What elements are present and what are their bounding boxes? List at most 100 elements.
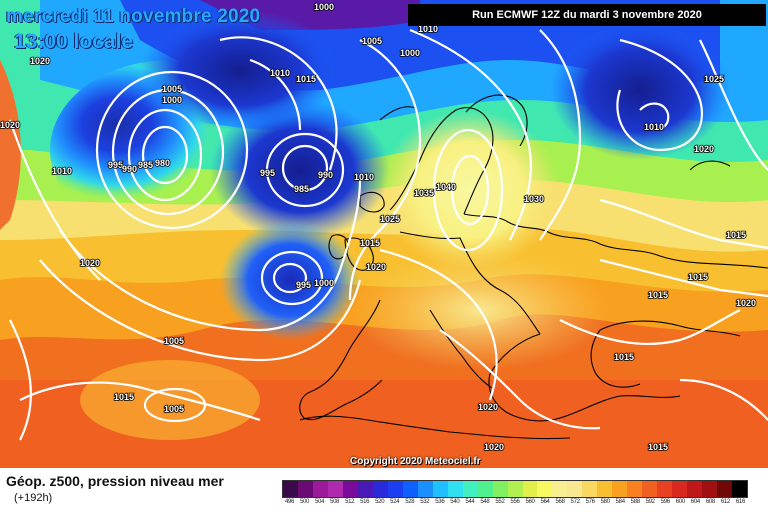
colorbar-swatch xyxy=(342,481,358,497)
colorbar-tick-label: 580 xyxy=(600,499,610,505)
colorbar-tick-label: 572 xyxy=(570,499,580,505)
isobar-label: 995 xyxy=(296,280,311,290)
isobar-label: 1000 xyxy=(400,48,420,58)
colorbar-swatch xyxy=(387,481,403,497)
high-scandinavia xyxy=(380,110,560,270)
isobar-label: 995 xyxy=(260,168,275,178)
colorbar-tick-label: 600 xyxy=(675,499,685,505)
colorbar-tick-label: 520 xyxy=(375,499,385,505)
colorbar-tick-label: 616 xyxy=(735,499,746,505)
field-west-warm xyxy=(0,60,21,230)
low-northeast xyxy=(550,20,730,160)
colorbar-tick-label: 528 xyxy=(405,499,415,505)
colorbar-tick-label: 532 xyxy=(420,499,430,505)
colorbar-swatch xyxy=(372,481,388,497)
colorbar-tick-label: 564 xyxy=(540,499,550,505)
isobar-label: 1040 xyxy=(436,182,456,192)
isobar-label: 1010 xyxy=(418,24,438,34)
colorbar-swatch xyxy=(567,481,583,497)
colorbar-tick-label: 576 xyxy=(585,499,595,505)
low-iceland xyxy=(210,100,390,240)
isobar-label: 990 xyxy=(122,164,137,174)
colorbar-swatch xyxy=(477,481,493,497)
colorbar-swatch xyxy=(732,481,748,497)
isobar-label: 1005 xyxy=(164,336,184,346)
colorbar-tick-label: 560 xyxy=(525,499,535,505)
isobar-label: 1005 xyxy=(164,404,184,414)
colorbar-swatch xyxy=(447,481,463,497)
colorbar-tick-label: 548 xyxy=(480,499,490,505)
forecast-time: 13:00 locale xyxy=(14,30,134,53)
isobar-label: 1000 xyxy=(162,95,182,105)
isobar-label: 995 xyxy=(108,160,123,170)
isobar-label: 980 xyxy=(155,158,170,168)
weather-map: 1000 1005 1005 1000 995 990 985 980 995 … xyxy=(0,0,768,468)
colorbar-swatch xyxy=(627,481,643,497)
isobar-label: 1015 xyxy=(648,290,668,300)
colorbar-tick-label: 512 xyxy=(345,499,355,505)
isobar-label: 1015 xyxy=(360,238,380,248)
isobar-label: 1015 xyxy=(614,352,634,362)
isobar-label: 1020 xyxy=(0,120,20,130)
model-run-label: Run ECMWF 12Z du mardi 3 novembre 2020 xyxy=(408,4,766,26)
legend-title: Géop. z500, pression niveau mer xyxy=(6,473,224,489)
colorbar xyxy=(282,480,748,498)
isobar-label: 1020 xyxy=(484,442,504,452)
colorbar-swatch xyxy=(432,481,448,497)
forecast-step: (+192h) xyxy=(14,492,53,504)
isobar-label: 1015 xyxy=(688,272,708,282)
colorbar-tick-label: 508 xyxy=(330,499,340,505)
colorbar-swatch xyxy=(357,481,373,497)
colorbar-swatch xyxy=(702,481,718,497)
isobar-label: 1020 xyxy=(736,298,756,308)
colorbar-swatch xyxy=(552,481,568,497)
low-north xyxy=(140,10,340,130)
colorbar-swatch xyxy=(492,481,508,497)
colorbar-tick-label: 588 xyxy=(630,499,640,505)
isobar-label: 985 xyxy=(138,160,153,170)
isobar-label: 1020 xyxy=(478,402,498,412)
colorbar-swatch xyxy=(717,481,733,497)
isobar-label: 1005 xyxy=(362,36,382,46)
isobar-label: 1015 xyxy=(726,230,746,240)
colorbar-tick-label: 556 xyxy=(510,499,520,505)
isobar-label: 1015 xyxy=(114,392,134,402)
colorbar-tick-label: 552 xyxy=(495,499,505,505)
colorbar-swatch xyxy=(672,481,688,497)
isobar-label: 1000 xyxy=(314,2,334,12)
isobar-label: 1015 xyxy=(648,442,668,452)
copyright-text: Copyright 2020 Meteociel.fr xyxy=(350,456,481,467)
isobars xyxy=(8,28,768,441)
colorbar-tick-label: 540 xyxy=(450,499,460,505)
isobar-label: 1010 xyxy=(270,68,290,78)
colorbar-swatch xyxy=(283,481,298,497)
low-ireland xyxy=(220,220,360,340)
isobar-label: 1025 xyxy=(380,214,400,224)
isobar-label: 1020 xyxy=(366,262,386,272)
colorbar-tick-label: 536 xyxy=(435,499,445,505)
colorbar-tick-label: 584 xyxy=(615,499,625,505)
colorbar-swatch xyxy=(582,481,598,497)
isobar-label: 1010 xyxy=(354,172,374,182)
colorbar-ticks: 496 500 504 508 512 516 520 524 528 532 536 540 544 5… xyxy=(282,498,748,508)
colorbar-tick-label: 608 xyxy=(705,499,715,505)
colorbar-swatch xyxy=(402,481,418,497)
colorbar-swatch xyxy=(597,481,613,497)
colorbar-tick-label: 496 xyxy=(284,499,295,505)
forecast-date: mercredi 11 novembre 2020 xyxy=(6,6,261,27)
colorbar-tick-label: 500 xyxy=(299,499,310,505)
colorbar-tick-label: 516 xyxy=(360,499,370,505)
isobar-label: 1015 xyxy=(296,74,316,84)
colorbar-swatch xyxy=(462,481,478,497)
colorbar-swatch xyxy=(507,481,523,497)
colorbar-tick-label: 604 xyxy=(690,499,700,505)
isobar-label: 1005 xyxy=(162,84,182,94)
colorbar-tick-label: 612 xyxy=(720,499,730,505)
isobar-label: 1035 xyxy=(414,188,434,198)
colorbar-swatch xyxy=(312,481,328,497)
colorbar-swatch xyxy=(537,481,553,497)
legend-footer: Géop. z500, pression niveau mer (+192h) … xyxy=(0,468,768,512)
colorbar-tick-label: 544 xyxy=(465,499,475,505)
isobar-label: 1020 xyxy=(694,144,714,154)
isobar-label: 990 xyxy=(318,170,333,180)
